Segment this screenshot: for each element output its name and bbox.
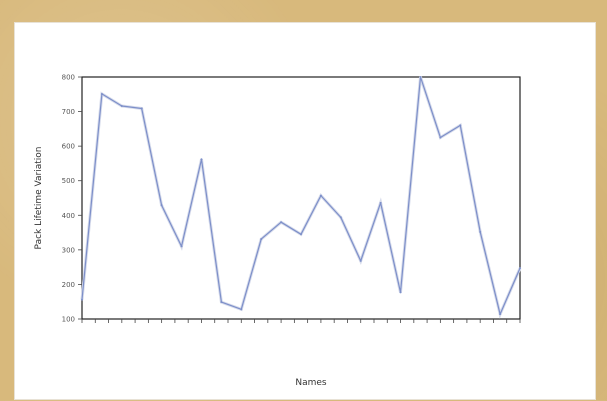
data-point: [280, 221, 283, 224]
data-point: [240, 308, 243, 311]
series-line: [81, 76, 521, 315]
data-point: [439, 136, 442, 139]
plot-frame: [81, 76, 521, 320]
data-point: [260, 238, 263, 241]
data-point: [339, 216, 342, 219]
data-point: [359, 259, 362, 262]
y-tick-label: 400: [62, 212, 75, 220]
data-point: [459, 124, 462, 127]
y-tick-label: 500: [62, 177, 75, 185]
data-point: [180, 245, 183, 248]
y-tick-label: 100: [62, 316, 75, 324]
data-point: [140, 107, 143, 110]
series-line-shadow: [80, 76, 522, 319]
data-point: [81, 298, 83, 301]
data-point: [120, 105, 123, 108]
y-tick-label: 700: [62, 108, 75, 116]
data-point: [399, 291, 402, 294]
y-tick-label: 200: [62, 281, 75, 289]
data-point: [379, 201, 382, 204]
data-point: [200, 158, 203, 161]
data-point: [300, 233, 302, 236]
data-point: [479, 230, 482, 233]
y-axis-label: Pack Lifetime Variation: [34, 147, 44, 250]
y-tick-label: 600: [62, 143, 75, 151]
data-point: [160, 204, 163, 207]
x-axis-label: Names: [295, 378, 327, 388]
data-point: [100, 92, 103, 95]
data-point: [319, 194, 322, 197]
data-point: [519, 267, 521, 270]
chart-panel: 800 700 600 500 400 300 200 100 Pack Lifetime V…: [14, 22, 596, 400]
y-tick-label: 800: [62, 74, 75, 82]
line-chart: 800 700 600 500 400 300 200 100 Pack Lifetime V…: [34, 74, 522, 388]
data-point: [220, 301, 223, 304]
y-tick-label: 300: [62, 246, 75, 254]
data-point: [419, 76, 422, 78]
data-point: [499, 313, 502, 316]
